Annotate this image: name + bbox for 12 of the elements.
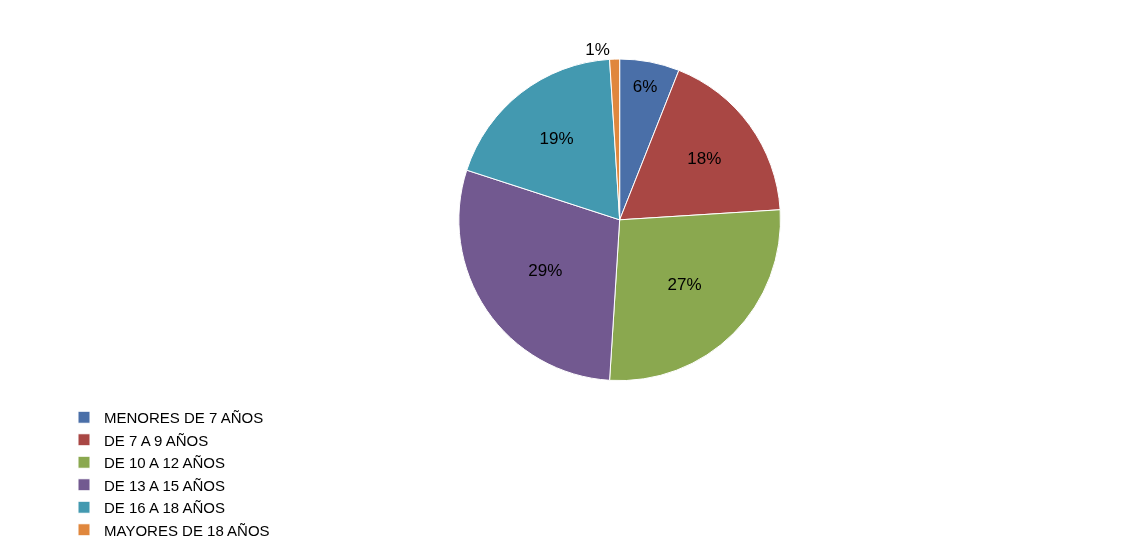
data-label: 19% [539,129,574,148]
data-label: 27% [667,275,702,295]
legend-label: DE 7 A 9 AÑOS [104,431,209,449]
data-label: 1% [585,40,610,60]
data-label: 18% [687,148,722,168]
legend-label: DE 16 A 18 AÑOS [104,499,225,517]
legend-label: MENORES DE 7 AÑOS [104,409,264,427]
legend-label: MAYORES DE 18 AÑOS [104,521,270,539]
data-label: 29% [528,260,563,280]
data-label: 6% [632,77,658,97]
legend-label: DE 10 A 12 AÑOS [104,454,225,472]
legend-label: DE 13 A 15 AÑOS [104,476,225,494]
